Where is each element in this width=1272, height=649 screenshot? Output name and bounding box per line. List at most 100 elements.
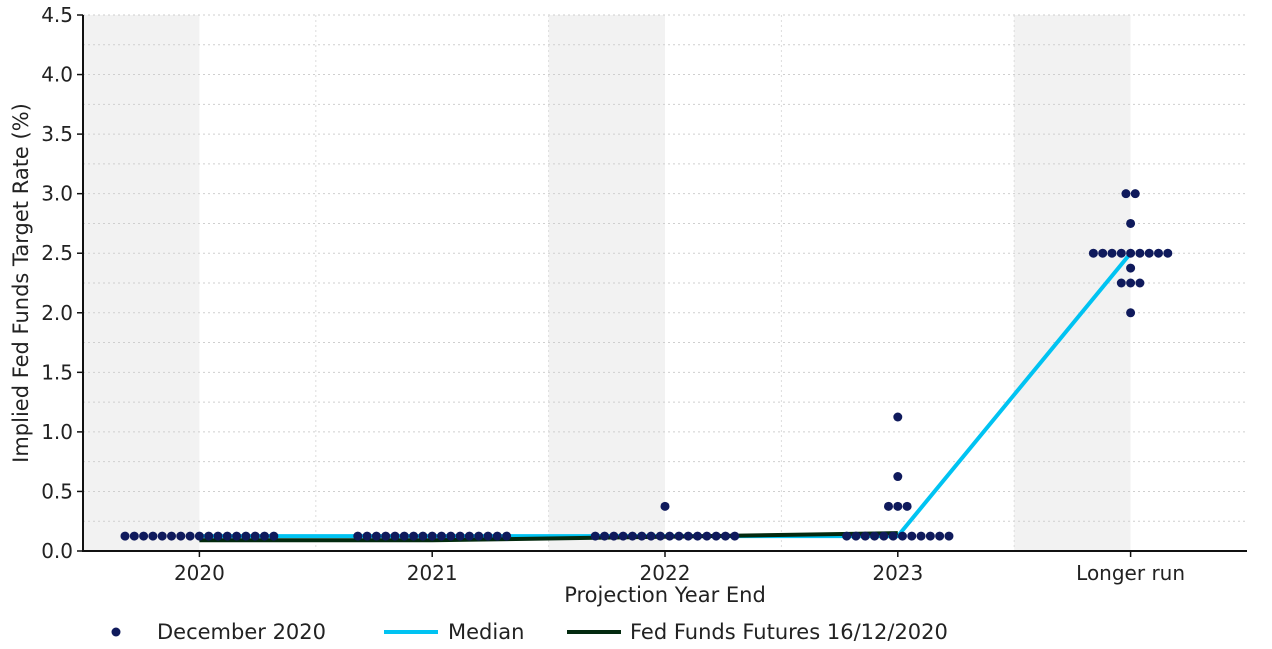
dot-marker xyxy=(902,501,912,511)
legend-item-december-2020[interactable]: December 2020 xyxy=(111,620,327,644)
dot-marker xyxy=(1098,248,1108,258)
dot-marker xyxy=(492,531,502,541)
dot-marker xyxy=(683,531,693,541)
dot-marker xyxy=(427,531,437,541)
dot-marker xyxy=(660,501,670,511)
dot-marker xyxy=(1154,248,1163,258)
dot-marker xyxy=(655,531,665,541)
dot-marker xyxy=(893,501,903,511)
x-tick-label: 2022 xyxy=(640,561,691,585)
dot-marker xyxy=(371,531,381,541)
dot-marker xyxy=(483,531,493,541)
x-tick-label: Longer run xyxy=(1076,561,1185,585)
legend-label: Median xyxy=(448,620,524,644)
dot-marker xyxy=(390,531,400,541)
dot-marker xyxy=(1163,248,1173,258)
dot-marker xyxy=(474,531,484,541)
y-tick-label: 2.5 xyxy=(41,241,73,265)
dot-markers xyxy=(120,189,1173,541)
dot-marker xyxy=(860,531,870,541)
dot-marker xyxy=(693,531,703,541)
dot-marker xyxy=(907,531,917,541)
dot-marker xyxy=(455,531,465,541)
dot-marker xyxy=(600,531,610,541)
dot-marker xyxy=(1130,189,1140,199)
legend-label: December 2020 xyxy=(157,620,326,644)
dot-marker xyxy=(157,531,167,541)
dot-marker xyxy=(893,412,903,422)
dot-marker xyxy=(399,531,409,541)
y-axis-label: Implied Fed Funds Target Rate (%) xyxy=(9,103,33,463)
dot-marker xyxy=(711,531,721,541)
dot-marker xyxy=(590,531,600,541)
dot-marker xyxy=(1126,263,1136,273)
dot-marker xyxy=(222,531,232,541)
dot-marker xyxy=(870,531,880,541)
dot-marker xyxy=(418,531,428,541)
dot-marker xyxy=(935,531,945,541)
legend-item-median[interactable]: Median xyxy=(384,620,524,644)
dot-marker xyxy=(250,531,260,541)
x-tick-label: 2023 xyxy=(872,561,923,585)
dot-marker xyxy=(888,531,898,541)
legend-dot-icon xyxy=(111,627,121,637)
dot-marker xyxy=(925,531,935,541)
dot-marker xyxy=(241,531,251,541)
dot-marker xyxy=(381,531,391,541)
dot-marker xyxy=(618,531,628,541)
grid-lines xyxy=(83,14,1247,552)
y-tick-label: 0.5 xyxy=(41,479,73,503)
dot-marker xyxy=(702,531,712,541)
dot-marker xyxy=(464,531,474,541)
category-band xyxy=(548,15,665,551)
legend-item-fed-funds-futures[interactable]: Fed Funds Futures 16/12/2020 xyxy=(567,620,948,644)
x-axis-label: Projection Year End xyxy=(564,583,766,607)
y-tick-label: 2.0 xyxy=(41,301,73,325)
dot-marker xyxy=(437,531,446,541)
dot-marker xyxy=(213,531,223,541)
y-tick-label: 0.0 xyxy=(41,539,73,563)
tick-labels: 0.0 0.5 1.0 1.5 2.0 2.5 3.0 3.5 4.0 4.5 2020 2021 20… xyxy=(41,3,1185,585)
series-line-2 xyxy=(199,531,898,543)
dot-marker xyxy=(502,531,512,541)
y-tick-label: 4.5 xyxy=(41,3,73,27)
dot-marker xyxy=(646,531,656,541)
legend: December 2020 Median Fed Funds Futures 1… xyxy=(111,620,948,644)
legend-label: Fed Funds Futures 16/12/2020 xyxy=(630,620,948,644)
y-tick-label: 1.5 xyxy=(41,360,73,384)
dot-marker xyxy=(232,531,242,541)
dot-marker xyxy=(879,531,889,541)
dot-marker xyxy=(269,531,279,541)
dot-marker xyxy=(851,531,861,541)
dot-marker xyxy=(1135,278,1145,288)
dot-marker xyxy=(409,531,419,541)
category-band xyxy=(83,15,200,551)
dot-marker xyxy=(446,531,456,541)
dot-marker xyxy=(627,531,637,541)
dot-marker xyxy=(1121,189,1131,199)
dot-marker xyxy=(129,531,139,541)
dot-marker xyxy=(884,501,893,511)
dot-marker xyxy=(1116,278,1126,288)
dot-marker xyxy=(1116,248,1126,258)
dot-marker xyxy=(944,531,954,541)
dot-marker xyxy=(362,531,372,541)
dot-marker xyxy=(730,531,740,541)
dot-marker xyxy=(1126,248,1136,258)
dot-marker xyxy=(1107,248,1117,258)
dot-marker xyxy=(897,531,907,541)
dot-marker xyxy=(1135,248,1145,258)
dot-marker xyxy=(1126,218,1136,228)
dot-marker xyxy=(204,531,214,541)
dot-marker xyxy=(194,531,204,541)
dot-marker xyxy=(1126,278,1136,288)
y-tick-label: 1.0 xyxy=(41,420,73,444)
dot-marker xyxy=(176,531,186,541)
y-tick-label: 3.0 xyxy=(41,182,73,206)
dot-marker xyxy=(139,531,149,541)
dot-marker xyxy=(353,531,363,541)
dot-marker xyxy=(916,531,926,541)
dot-marker xyxy=(842,531,852,541)
y-tick-label: 4.0 xyxy=(41,63,73,87)
